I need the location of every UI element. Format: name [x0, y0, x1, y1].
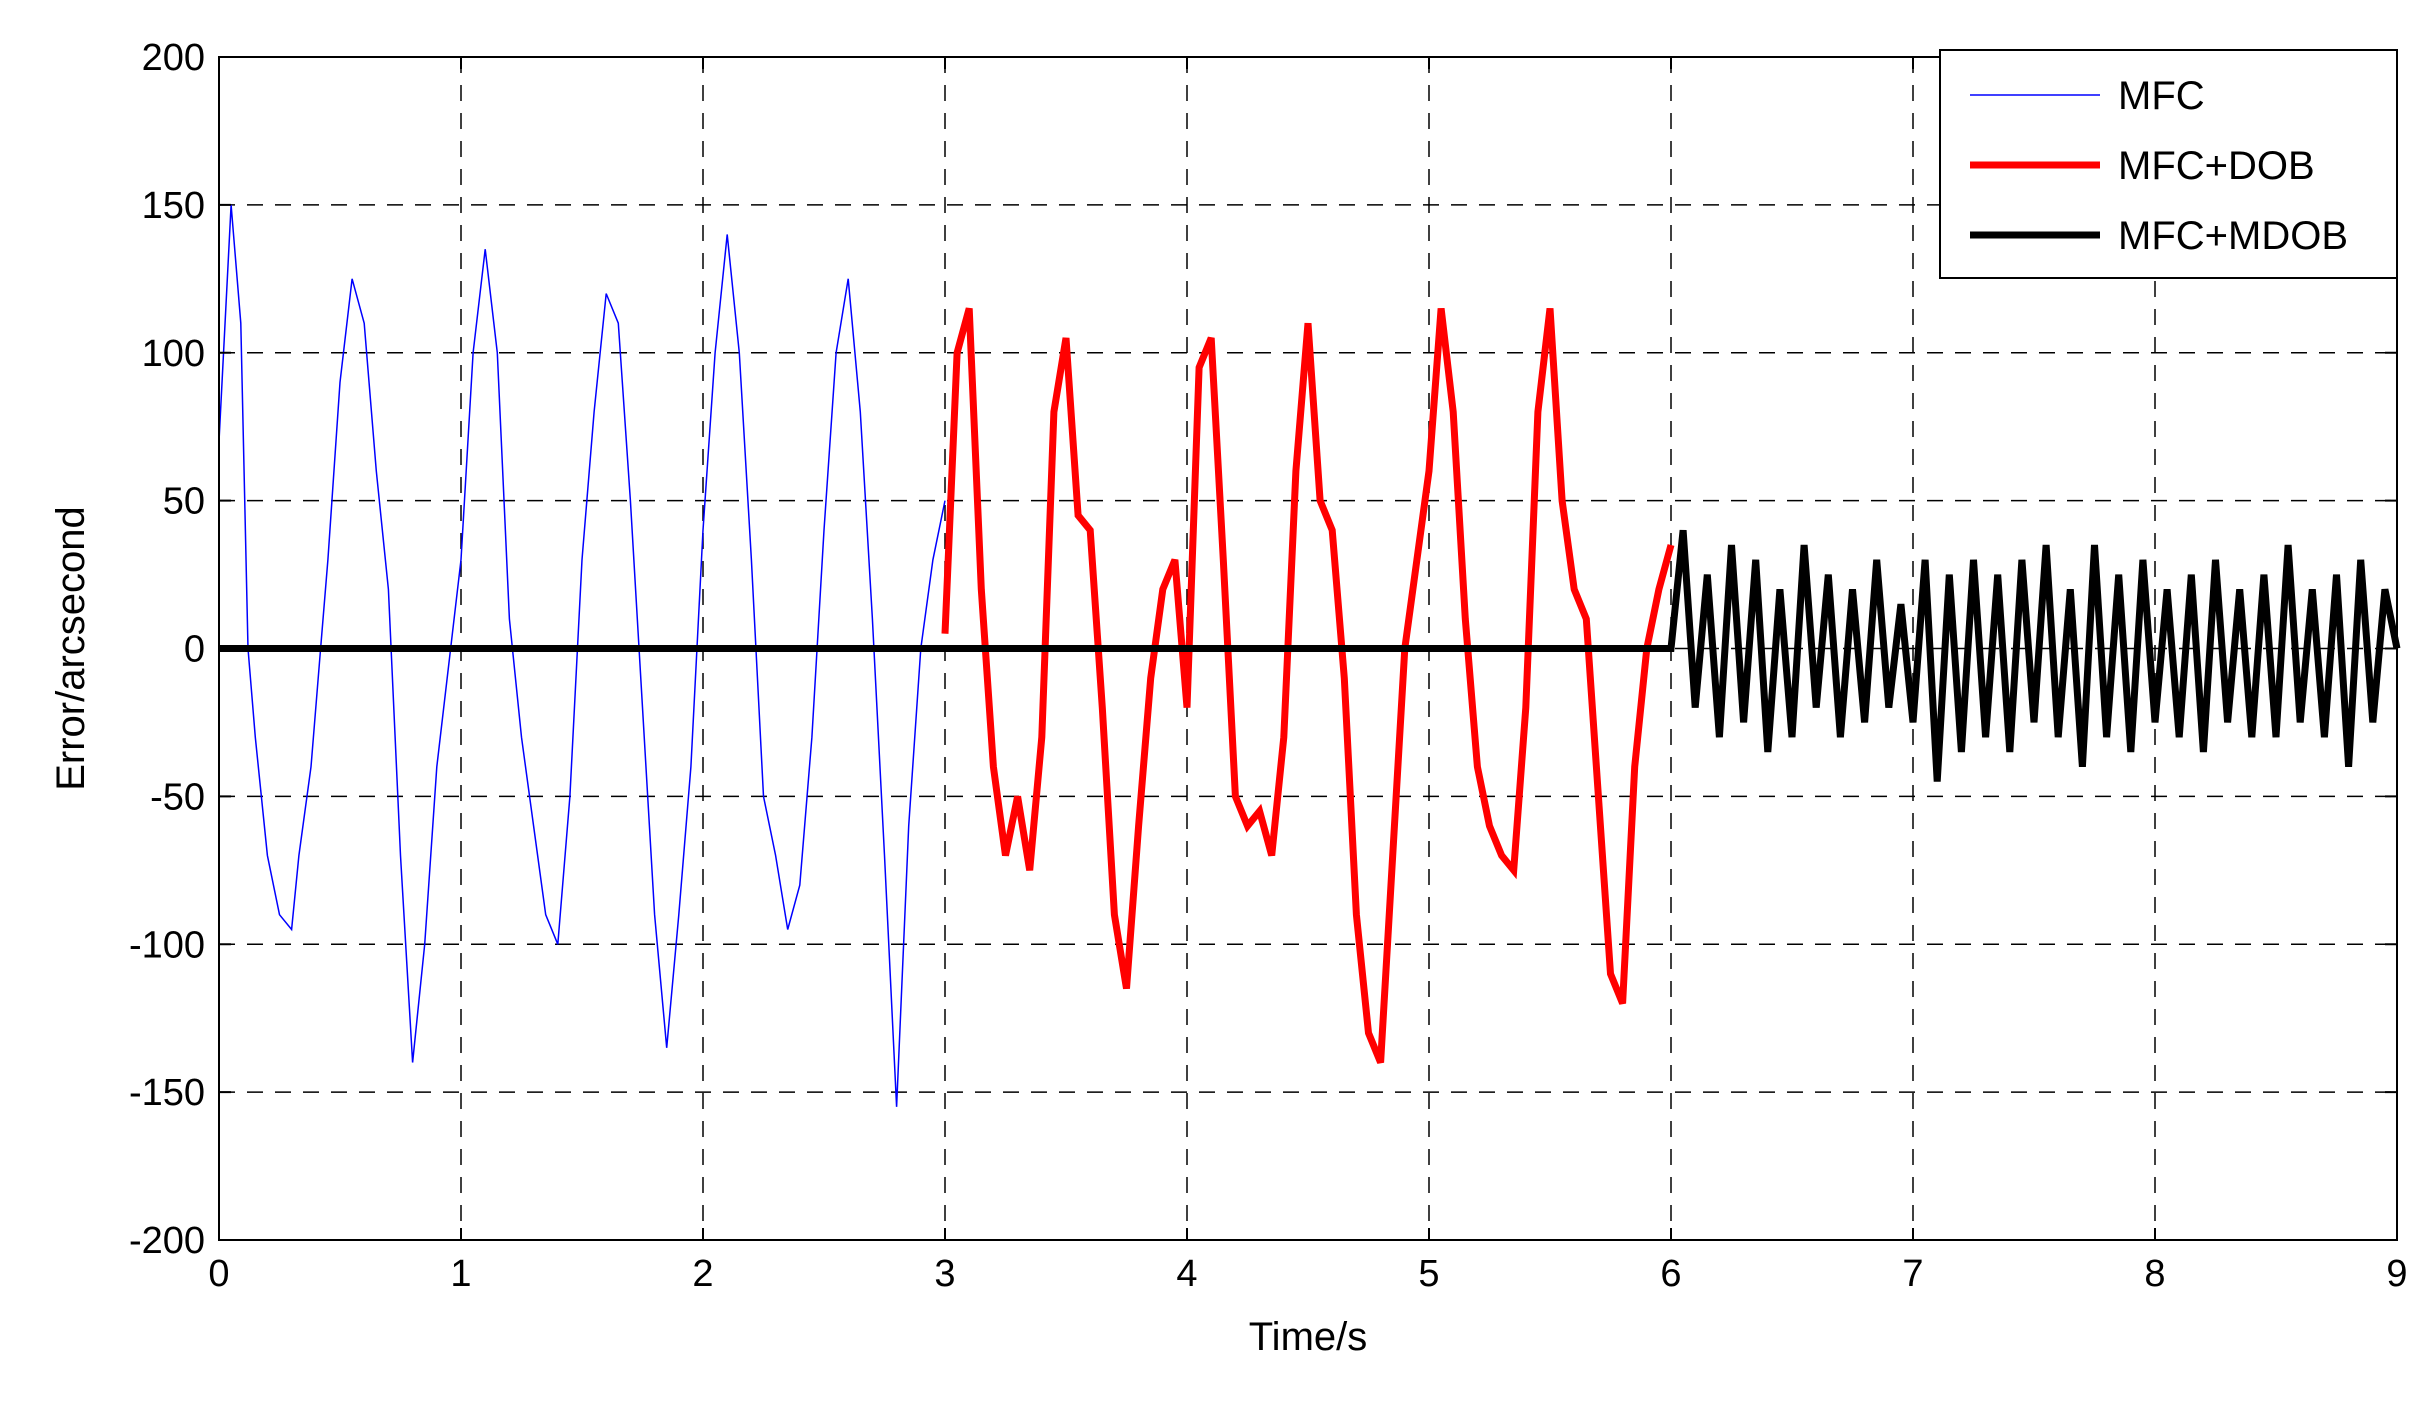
- series-line-2: [219, 529, 2401, 782]
- series-layer: [218, 204, 2401, 1107]
- y-tick-label: 50: [163, 481, 205, 523]
- x-tick-label: 0: [208, 1253, 229, 1295]
- legend-label: MFC+DOB: [2118, 144, 2315, 188]
- tick-layer: 0 1 2 3 4 5 6 7 8 9 200 150 100 50 0 -50 -100 -150 -200: [129, 37, 2408, 1295]
- legend: MFC MFC+DOB MFC+MDOB: [1939, 49, 2398, 279]
- x-tick-label: 1: [450, 1253, 471, 1295]
- y-tick-label: -200: [129, 1220, 205, 1262]
- y-tick-label: 200: [142, 37, 205, 79]
- y-tick-label: -50: [150, 776, 205, 818]
- legend-label: MFC: [2118, 74, 2205, 118]
- y-tick-label: 150: [142, 185, 205, 227]
- x-tick-label: 2: [692, 1253, 713, 1295]
- x-tick-label: 6: [1660, 1253, 1681, 1295]
- y-tick-label: 100: [142, 333, 205, 375]
- y-tick-label: -150: [129, 1072, 205, 1114]
- x-tick-label: 7: [1902, 1253, 1923, 1295]
- y-tick-label: 0: [184, 629, 205, 671]
- x-axis-label: Time/s: [1249, 1315, 1368, 1359]
- x-tick-label: 4: [1176, 1253, 1197, 1295]
- legend-items: MFC MFC+DOB MFC+MDOB: [1970, 74, 2348, 258]
- x-tick-label: 9: [2386, 1253, 2407, 1295]
- series-line-1: [941, 307, 1675, 1064]
- series-line-0: [218, 204, 946, 1107]
- y-tick-label: -100: [129, 924, 205, 966]
- legend-label: MFC+MDOB: [2118, 214, 2348, 258]
- x-tick-label: 5: [1418, 1253, 1439, 1295]
- x-tick-label: 3: [934, 1253, 955, 1295]
- x-tick-label: 8: [2144, 1253, 2165, 1295]
- y-axis-label: Error/arcsecond: [49, 506, 93, 791]
